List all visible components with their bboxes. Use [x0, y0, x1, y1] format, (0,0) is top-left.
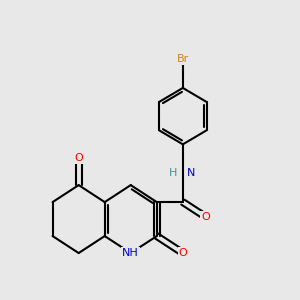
Text: O: O — [201, 212, 210, 222]
Text: Br: Br — [177, 54, 189, 64]
Text: O: O — [178, 248, 187, 258]
Text: N: N — [187, 168, 195, 178]
Text: NH: NH — [122, 248, 139, 258]
Text: O: O — [74, 153, 83, 163]
Text: H: H — [169, 168, 177, 178]
